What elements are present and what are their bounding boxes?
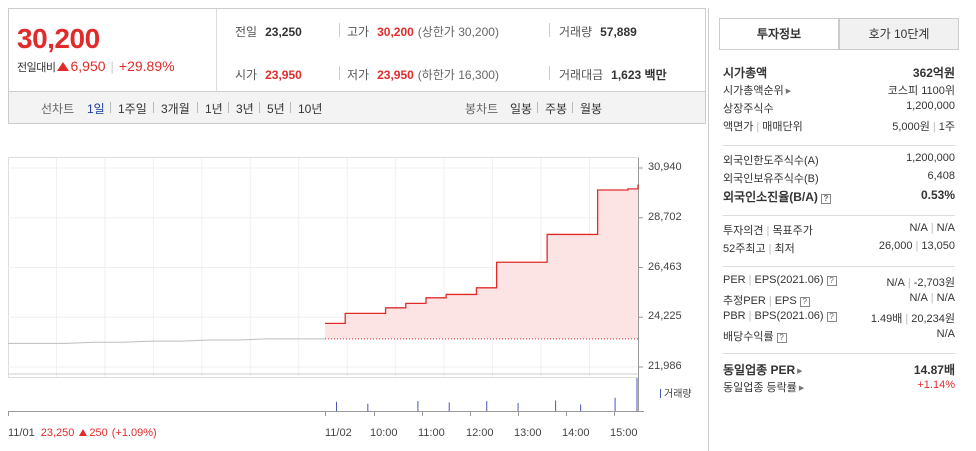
candle-monthly[interactable]: 월봉 bbox=[580, 102, 603, 116]
y-tick-label: 24,225 bbox=[648, 310, 682, 323]
footer-change-pct: (+1.09%) bbox=[111, 427, 157, 439]
period-1d[interactable]: 1일 bbox=[87, 102, 105, 116]
price-box: 30,200 전일대비 6,950 | +29.89% bbox=[9, 9, 217, 91]
change-percent: +29.89% bbox=[118, 58, 175, 74]
up-arrow-icon bbox=[79, 429, 88, 436]
prev-close: 전일 23,250 bbox=[235, 25, 302, 39]
current-price: 30,200 bbox=[17, 23, 100, 54]
help-icon[interactable]: ? bbox=[826, 276, 837, 286]
divider bbox=[339, 66, 340, 80]
candle-daily[interactable]: 일봉 bbox=[510, 102, 533, 116]
change-label: 전일대비 bbox=[17, 62, 56, 74]
volume-legend: 거래량 bbox=[660, 385, 692, 400]
help-icon[interactable]: ? bbox=[799, 297, 810, 307]
period-5y[interactable]: 5년 bbox=[267, 102, 285, 116]
low-price: 저가 23,950 (하한가 16,300) bbox=[347, 68, 499, 82]
x-tick-label: 11/02 bbox=[325, 427, 352, 439]
x-tick-label: 13:00 bbox=[514, 427, 542, 439]
arrow-right-icon: ▶ bbox=[798, 385, 805, 392]
period-3y[interactable]: 3년 bbox=[236, 102, 254, 116]
info-tabs: 투자정보 호가 10단계 bbox=[719, 18, 959, 50]
help-icon[interactable]: ? bbox=[776, 333, 787, 343]
period-10y[interactable]: 10년 bbox=[298, 102, 323, 116]
high-price: 고가 30,200 (상한가 30,200) bbox=[347, 25, 499, 39]
footer-price: 23,250 bbox=[40, 427, 75, 439]
x-tick-label: 12:00 bbox=[466, 427, 494, 439]
investment-info-panel: 투자정보 호가 10단계 시가총액 362억원 시가총액순위 ▶ 코스피 1100위 … bbox=[708, 8, 968, 451]
period-1w[interactable]: 1주일 bbox=[118, 102, 147, 116]
y-tick-label: 26,463 bbox=[648, 260, 682, 273]
prev-day-line bbox=[8, 338, 325, 344]
footer-date: 11/01 bbox=[8, 427, 35, 439]
x-tick-label: 14:00 bbox=[562, 427, 590, 439]
y-tick-label: 21,986 bbox=[648, 360, 682, 372]
y-tick-label: 30,940 bbox=[648, 161, 682, 173]
divider: | bbox=[110, 59, 114, 74]
y-tick-label: 28,702 bbox=[648, 210, 682, 223]
up-arrow-icon bbox=[57, 62, 70, 71]
tab-investment-info[interactable]: 투자정보 bbox=[719, 18, 839, 50]
price-chart: 30,940 28,702 26,463 24,225 21,986 거래량 11/02… bbox=[8, 124, 706, 451]
x-tick-label: 15:00 bbox=[610, 427, 638, 439]
line-chart-label: 선차트 bbox=[41, 102, 75, 116]
arrow-right-icon: ▶ bbox=[797, 368, 803, 375]
today-area-fill bbox=[325, 184, 638, 339]
arrow-right-icon: ▶ bbox=[785, 88, 792, 95]
today-price-line bbox=[325, 184, 639, 325]
candle-weekly[interactable]: 주봉 bbox=[545, 102, 568, 116]
trade-amount: 거래대금 1,623 백만 bbox=[559, 68, 667, 82]
tab-order-book[interactable]: 호가 10단계 bbox=[839, 18, 959, 50]
help-icon[interactable]: ? bbox=[826, 312, 837, 322]
price-chart-svg bbox=[8, 157, 644, 416]
x-tick-label: 11:00 bbox=[418, 427, 445, 439]
footer-change: 250 bbox=[89, 427, 108, 439]
divider bbox=[549, 23, 550, 37]
change-value: 6,950 bbox=[70, 58, 106, 74]
volume: 거래량 57,889 bbox=[559, 25, 637, 39]
open-price: 시가 23,950 bbox=[235, 68, 302, 82]
stock-main-panel: 30,200 전일대비 6,950 | +29.89% 전일 23,250 고가 30,2… bbox=[8, 8, 706, 451]
period-1y[interactable]: 1년 bbox=[205, 102, 223, 116]
divider bbox=[549, 66, 550, 80]
quote-summary: 30,200 전일대비 6,950 | +29.89% 전일 23,250 고가 30,2… bbox=[8, 8, 706, 92]
period-3m[interactable]: 3개월 bbox=[161, 102, 190, 116]
divider bbox=[339, 23, 340, 37]
chart-period-bar: 선차트 1일 1주일 3개월 1년 3년 5년 10년 봉차트 일봉 주봉 월봉 bbox=[8, 92, 706, 124]
candle-chart-label: 봉차트 bbox=[465, 102, 499, 116]
chart-footer: 11/01 23,250 250 (+1.09%) bbox=[8, 427, 157, 439]
x-tick-label: 10:00 bbox=[370, 427, 398, 439]
help-icon[interactable]: ? bbox=[820, 194, 831, 204]
price-change: 전일대비 6,950 | +29.89% bbox=[17, 58, 175, 75]
